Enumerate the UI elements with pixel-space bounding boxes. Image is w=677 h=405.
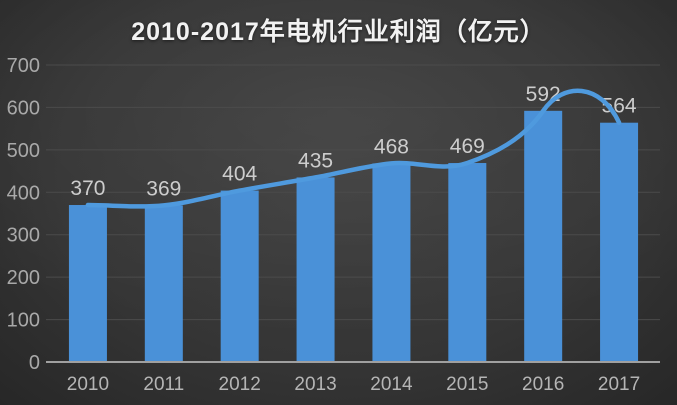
bar-value-label: 468 — [374, 135, 409, 158]
bar-value-label: 469 — [450, 135, 485, 158]
bar-value-label: 404 — [222, 163, 257, 186]
chart-title: 2010-2017年电机行业利润（亿元） — [131, 18, 546, 46]
x-tick-label: 2016 — [522, 374, 564, 395]
bar-2012 — [220, 190, 259, 362]
bar-2013 — [296, 177, 335, 362]
y-tick-label: 100 — [7, 310, 40, 332]
y-tick-label: 300 — [7, 225, 40, 247]
x-tick-label: 2011 — [143, 374, 184, 395]
bar-value-label: 369 — [146, 177, 181, 200]
y-tick-label: 500 — [7, 140, 40, 162]
bar-2016 — [524, 110, 563, 362]
bar-2017 — [600, 122, 639, 363]
x-tick-label: 2015 — [446, 374, 488, 395]
bar-2014 — [372, 163, 411, 362]
bar-2010 — [68, 205, 107, 362]
y-tick-label: 0 — [29, 352, 40, 374]
x-tick-label: 2013 — [294, 374, 336, 395]
bar-value-label: 592 — [526, 83, 561, 106]
bar-2015 — [448, 163, 487, 362]
bar-value-label: 370 — [70, 177, 105, 200]
bar-2011 — [144, 205, 183, 362]
y-tick-label: 600 — [7, 97, 40, 119]
trend-line — [85, 88, 622, 209]
x-tick-label: 2014 — [370, 374, 413, 395]
x-tick-label: 2017 — [598, 374, 640, 395]
bar-value-label: 435 — [298, 149, 333, 172]
y-tick-label: 200 — [7, 267, 40, 289]
x-tick-label: 2010 — [67, 374, 109, 395]
x-tick-label: 2012 — [219, 374, 261, 395]
y-tick-label: 400 — [7, 182, 40, 204]
y-tick-label: 700 — [7, 55, 40, 77]
